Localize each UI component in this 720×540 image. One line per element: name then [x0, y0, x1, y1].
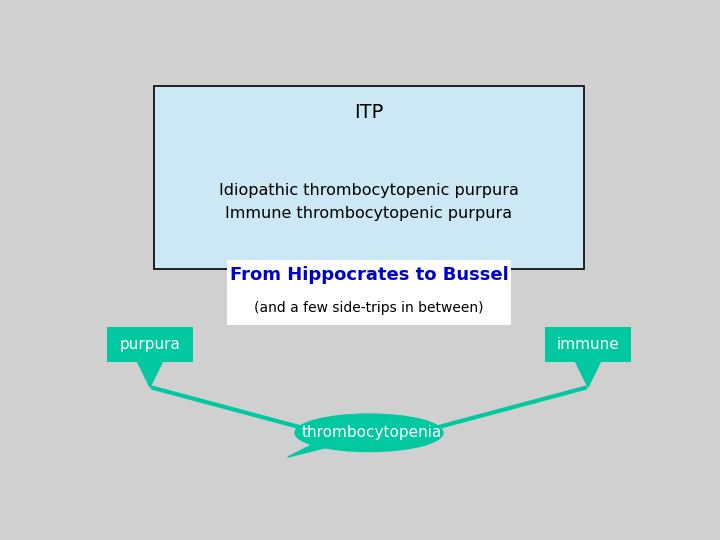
Ellipse shape	[295, 414, 443, 451]
FancyArrowPatch shape	[153, 388, 301, 428]
Polygon shape	[576, 362, 600, 387]
FancyBboxPatch shape	[107, 327, 193, 362]
Text: ITP: ITP	[354, 103, 384, 122]
Polygon shape	[138, 362, 162, 387]
FancyBboxPatch shape	[227, 260, 511, 325]
FancyBboxPatch shape	[154, 85, 584, 268]
Text: immune: immune	[557, 337, 619, 352]
Text: thrombocytopenia: thrombocytopenia	[302, 426, 442, 440]
FancyArrowPatch shape	[437, 388, 585, 428]
Text: Idiopathic thrombocytopenic purpura
Immune thrombocytopenic purpura: Idiopathic thrombocytopenic purpura Immu…	[219, 184, 519, 221]
Text: From Hippocrates to Bussel: From Hippocrates to Bussel	[230, 266, 508, 284]
Text: (and a few side-trips in between): (and a few side-trips in between)	[254, 301, 484, 315]
Polygon shape	[288, 442, 339, 457]
FancyBboxPatch shape	[545, 327, 631, 362]
Text: purpura: purpura	[120, 337, 181, 352]
